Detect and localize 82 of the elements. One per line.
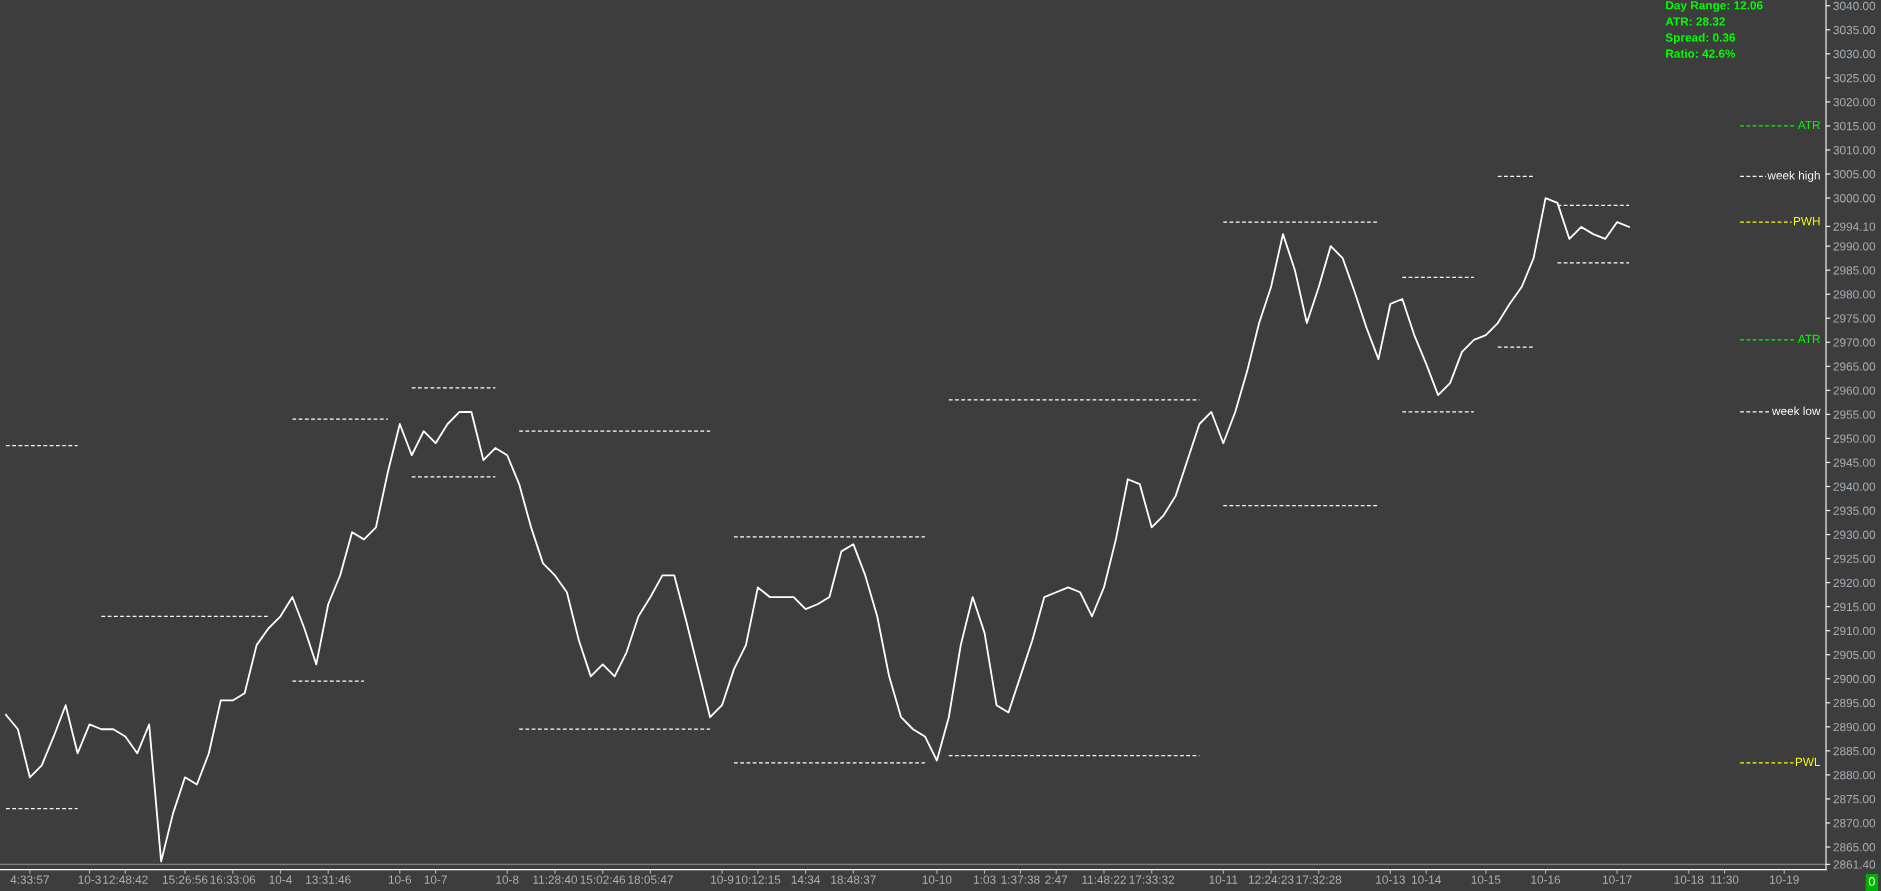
y-tick-label: 2885.00: [1833, 746, 1876, 756]
x-tick-label: 15:02:46: [580, 875, 626, 884]
x-tick-label: 10-11: [1209, 875, 1238, 884]
y-tick-label: 2970.00: [1833, 338, 1876, 347]
y-tick-label: 2945.00: [1833, 458, 1876, 467]
y-tick-label: 2940.00: [1833, 482, 1876, 491]
x-tick-label: 10-8: [496, 875, 519, 884]
x-tick-label: 12:24:23: [1248, 875, 1294, 884]
y-tick-label: 3025.00: [1833, 73, 1876, 83]
x-tick-label: 18:48:37: [831, 875, 876, 884]
y-tick-label: 2920.00: [1833, 578, 1876, 588]
y-tick-label: 2950.00: [1833, 434, 1876, 443]
x-tick-label: 13:31:46: [306, 875, 351, 884]
x-tick-label: 10-3: [78, 875, 101, 884]
y-tick-label: 3010.00: [1833, 146, 1876, 155]
x-tick-label: 10-17: [1602, 875, 1632, 884]
y-tick-label: 2890.00: [1833, 722, 1876, 732]
x-tick-label: 14:34: [791, 875, 821, 884]
y-tick-label: 2935.00: [1833, 506, 1876, 515]
y-tick-label: 2975.00: [1833, 314, 1876, 323]
y-tick-label: 2875.00: [1833, 794, 1876, 804]
y-tick-label: 2910.00: [1833, 626, 1876, 636]
x-tick-label: 15:26:56: [162, 875, 208, 884]
x-tick-label: 10-19: [1770, 875, 1799, 884]
y-tick-label: 3030.00: [1833, 49, 1876, 59]
y-tick-label: 3035.00: [1833, 25, 1876, 35]
y-tick-label: 3005.00: [1833, 170, 1876, 179]
x-tick-label: 4:33:57: [10, 875, 49, 884]
y-tick-label: 3015.00: [1833, 121, 1876, 131]
y-tick-label: 2915.00: [1833, 602, 1876, 612]
y-tick-label: 2994.10: [1833, 222, 1876, 231]
ref-line-label: PWH: [1793, 217, 1820, 226]
x-tick-label: 10-14: [1411, 875, 1441, 884]
x-tick-label: 10-6: [388, 875, 412, 884]
x-tick-label: 12:48:42: [103, 875, 148, 884]
y-tick-label: 2870.00: [1833, 819, 1876, 828]
ref-line-label: week high: [1767, 170, 1820, 182]
x-tick-label: 10-10: [922, 875, 952, 884]
x-tick-label: 17:32:28: [1296, 875, 1342, 884]
x-tick-label: 16:33:06: [210, 875, 256, 884]
x-tick-label: 11:30: [1711, 875, 1739, 884]
ref-line-label: ATR: [1797, 120, 1820, 129]
x-tick-label: 17:33:32: [1129, 875, 1175, 884]
x-tick-label: 10:12:15: [735, 875, 781, 884]
ref-line-label: PWL: [1795, 757, 1821, 766]
y-tick-label: 2955.00: [1833, 410, 1876, 419]
annotation: Ratio: 42.6%: [1666, 49, 1736, 58]
y-tick-label: 2930.00: [1833, 530, 1876, 539]
x-tick-label: 10-7: [424, 875, 447, 884]
text: 0: [1868, 877, 1875, 886]
annotation: Spread: 0.36: [1665, 33, 1736, 45]
y-tick-label: 2895.00: [1833, 698, 1876, 708]
x-tick-label: 10-4: [269, 875, 292, 884]
x-tick-label: 10-9: [711, 875, 734, 884]
x-tick-label: 2:47: [1045, 875, 1068, 884]
x-tick-label: 1:37:38: [1001, 875, 1040, 884]
y-tick-label: 2861.40: [1833, 860, 1876, 869]
ref-line-label: ATR: [1797, 334, 1820, 343]
x-tick-label: 18:05:47: [628, 875, 673, 884]
x-tick-label: 10-13: [1376, 875, 1405, 884]
x-tick-label: 10-16: [1531, 875, 1561, 884]
y-tick-label: 2990.00: [1833, 242, 1876, 251]
y-tick-label: 3040.00: [1833, 1, 1876, 11]
y-tick-label: 2905.00: [1833, 650, 1876, 660]
x-tick-label: 10-15: [1471, 875, 1501, 884]
y-tick-label: 2960.00: [1833, 386, 1876, 395]
ref-line-label: week low: [1771, 406, 1821, 416]
annotation: ATR: 28.32: [1665, 17, 1725, 26]
x-tick-label: 1:03: [974, 875, 996, 884]
y-tick-label: 2980.00: [1833, 290, 1876, 299]
y-tick-label: 2865.00: [1833, 843, 1876, 852]
x-tick-label: 10-18: [1674, 875, 1704, 884]
y-tick-label: 2900.00: [1833, 674, 1876, 684]
y-tick-label: 2880.00: [1833, 770, 1876, 780]
y-tick-label: 2965.00: [1833, 362, 1876, 371]
y-tick-label: 3020.00: [1833, 97, 1876, 107]
y-tick-label: 3000.00: [1833, 194, 1876, 203]
x-tick-label: 11:28:40: [533, 875, 578, 884]
x-tick-label: 11:48:22: [1082, 875, 1126, 884]
y-tick-label: 2985.00: [1833, 266, 1876, 275]
annotation: Day Range: 12.06: [1666, 1, 1763, 12]
y-tick-label: 2925.00: [1833, 554, 1876, 563]
